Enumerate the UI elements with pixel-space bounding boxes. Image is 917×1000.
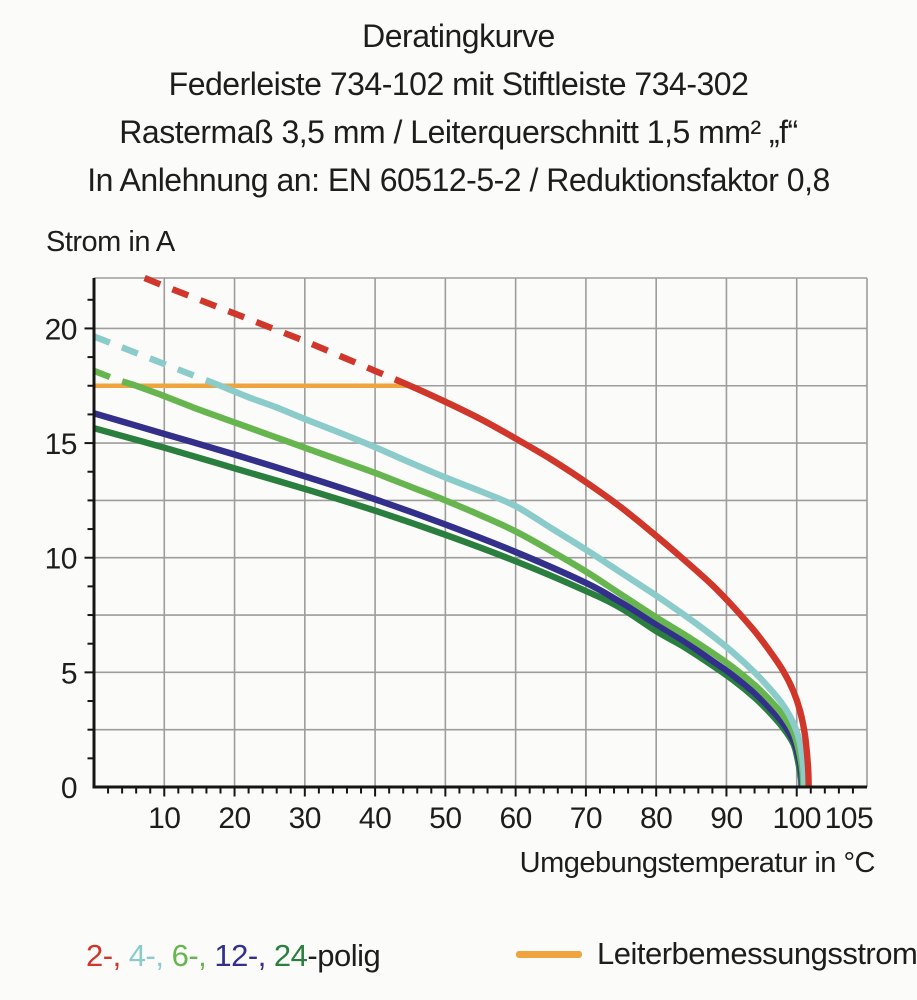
curve-4-polig (219, 382, 808, 788)
y-tick-label: 10 (45, 543, 77, 576)
rated-current-swatch (516, 950, 582, 958)
x-tick-label: 80 (640, 802, 672, 835)
y-tick-label: 0 (61, 772, 77, 805)
derating-chart-svg: 10 20 30 40 50 60 70 80 90 100 105 0 5 10 15 20 Strom in… (45, 226, 876, 879)
x-tick-label: 40 (359, 802, 391, 835)
legend-rated-current: Leiterbemessungsstrom (516, 936, 917, 972)
x-tick-label: 100 (772, 802, 821, 835)
curve-4-polig-dashed (92, 333, 222, 389)
legend-pole-12: 12-, (214, 938, 274, 973)
title-subline-spec: Rastermaß 3,5 mm / Leiterquerschnitt 1,5… (119, 114, 798, 150)
curve-24-polig (93, 425, 805, 788)
x-tick-label: 30 (289, 802, 321, 835)
y-tick-label: 15 (45, 428, 77, 461)
x-tick-label: 10 (148, 802, 180, 835)
curve-6-polig (135, 382, 807, 788)
curve-12-polig (93, 410, 806, 788)
curve-6-polig-dashed (92, 367, 138, 389)
curve-2-polig (408, 382, 812, 788)
x-tick-label: 90 (710, 802, 742, 835)
y-tick-label: 20 (45, 313, 77, 346)
legend-pole-6: 6-, (171, 938, 215, 973)
y-axis-title: Strom in A (46, 226, 176, 258)
title-block: Deratingkurve Federleiste 734-102 mit St… (0, 12, 917, 204)
x-tick-label: 105 (825, 802, 874, 835)
x-tick-label: 20 (218, 802, 250, 835)
legend-pole-2: 2-, (86, 938, 129, 973)
y-tick-label: 5 (61, 657, 77, 690)
x-tick-label: 60 (499, 802, 531, 835)
legend-pole-4: 4-, (128, 938, 172, 973)
x-axis-title: Umgebungstemperatur in °C (520, 847, 875, 879)
page-title: Deratingkurve (362, 18, 555, 54)
legend-pole-24: 24 (273, 938, 308, 973)
legend-poles: 2-, 4-, 6-, 12-, 24-polig (86, 938, 381, 974)
title-subline-standard: In Anlehnung an: EN 60512-5-2 / Reduktio… (87, 162, 830, 198)
legend-pole-suffix: -polig (307, 938, 381, 973)
rated-current-label: Leiterbemessungsstrom (597, 936, 917, 971)
curve-2-polig-dashed (143, 275, 412, 389)
title-subline-parts: Federleiste 734-102 mit Stiftleiste 734-… (168, 66, 749, 102)
x-tick-label: 50 (429, 802, 461, 835)
x-tick-label: 70 (570, 802, 602, 835)
